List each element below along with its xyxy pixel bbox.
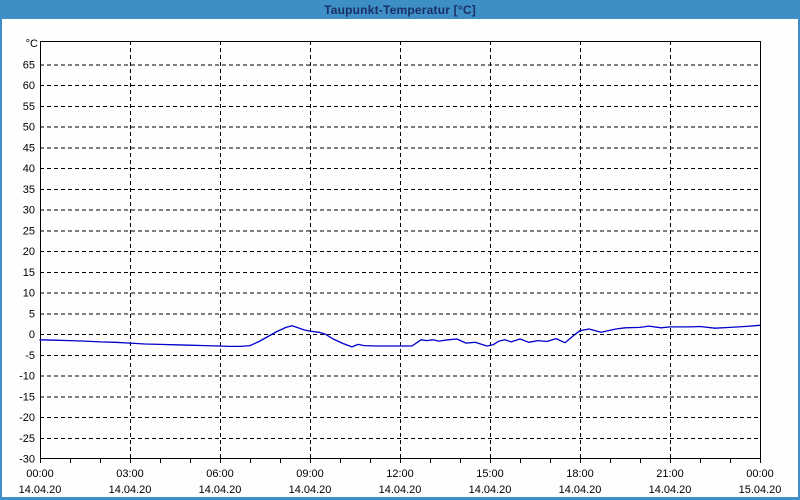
x-tick-time: 03:00	[116, 468, 144, 480]
chart-area: 65 60 55 50 45 40 35 30 25 20 15 10 5 0 -5 -10 -15 -20 -25…	[2, 19, 798, 497]
x-axis-ticks	[40, 458, 761, 463]
svg-text:25: 25	[23, 225, 35, 237]
svg-text:10: 10	[23, 288, 35, 300]
svg-text:20: 20	[23, 246, 35, 258]
x-tick-time: 15:00	[476, 468, 504, 480]
x-tick-date: 14.04.20	[199, 484, 242, 496]
y-axis-labels: 65605550454035302520151050-5-10-15-20-25…	[19, 59, 35, 465]
svg-text:35: 35	[23, 184, 35, 196]
svg-text:40: 40	[23, 163, 35, 175]
svg-text:-25: -25	[19, 433, 35, 445]
x-tick-date: 14.04.20	[109, 484, 152, 496]
x-tick-date: 14.04.20	[379, 484, 422, 496]
x-tick-time: 00:00	[26, 468, 54, 480]
window-title: Taupunkt-Temperatur [°C]	[324, 2, 476, 17]
svg-text:-30: -30	[19, 454, 35, 466]
x-tick-time: 06:00	[206, 468, 234, 480]
x-tick-time: 18:00	[566, 468, 594, 480]
chart-svg: 65605550454035302520151050-5-10-15-20-25…	[19, 38, 782, 496]
x-tick-date: 14.04.20	[649, 484, 692, 496]
x-tick-time: 09:00	[296, 468, 324, 480]
svg-text:15: 15	[23, 267, 35, 279]
svg-text:60: 60	[23, 80, 35, 92]
svg-text:-20: -20	[19, 412, 35, 424]
x-tick-date: 14.04.20	[289, 484, 332, 496]
x-axis-labels: 00:00 14.04.20 03:00 14.04.20 06:00 14.04.20 0…	[19, 468, 782, 496]
svg-text:5: 5	[29, 308, 35, 320]
x-tick-time: 21:00	[656, 468, 684, 480]
x-tick-date: 15.04.20	[739, 484, 782, 496]
svg-text:-15: -15	[19, 391, 35, 403]
x-tick-date: 14.04.20	[559, 484, 602, 496]
svg-text:55: 55	[23, 101, 35, 113]
x-tick-date: 14.04.20	[19, 484, 62, 496]
svg-text:45: 45	[23, 142, 35, 154]
x-tick-date: 14.04.20	[469, 484, 512, 496]
y-axis-unit-label: °C	[26, 38, 38, 50]
svg-text:-5: -5	[25, 350, 35, 362]
titlebar: Taupunkt-Temperatur [°C]	[0, 0, 800, 19]
svg-text:30: 30	[23, 205, 35, 217]
svg-text:0: 0	[29, 329, 35, 341]
svg-text:50: 50	[23, 122, 35, 134]
x-tick-time: 00:00	[746, 468, 774, 480]
svg-text:-10: -10	[19, 371, 35, 383]
x-gridlines	[130, 41, 671, 458]
svg-text:65: 65	[23, 59, 35, 71]
series-line-taupunkt-temperatur	[39, 324, 761, 348]
x-tick-time: 12:00	[386, 468, 414, 480]
